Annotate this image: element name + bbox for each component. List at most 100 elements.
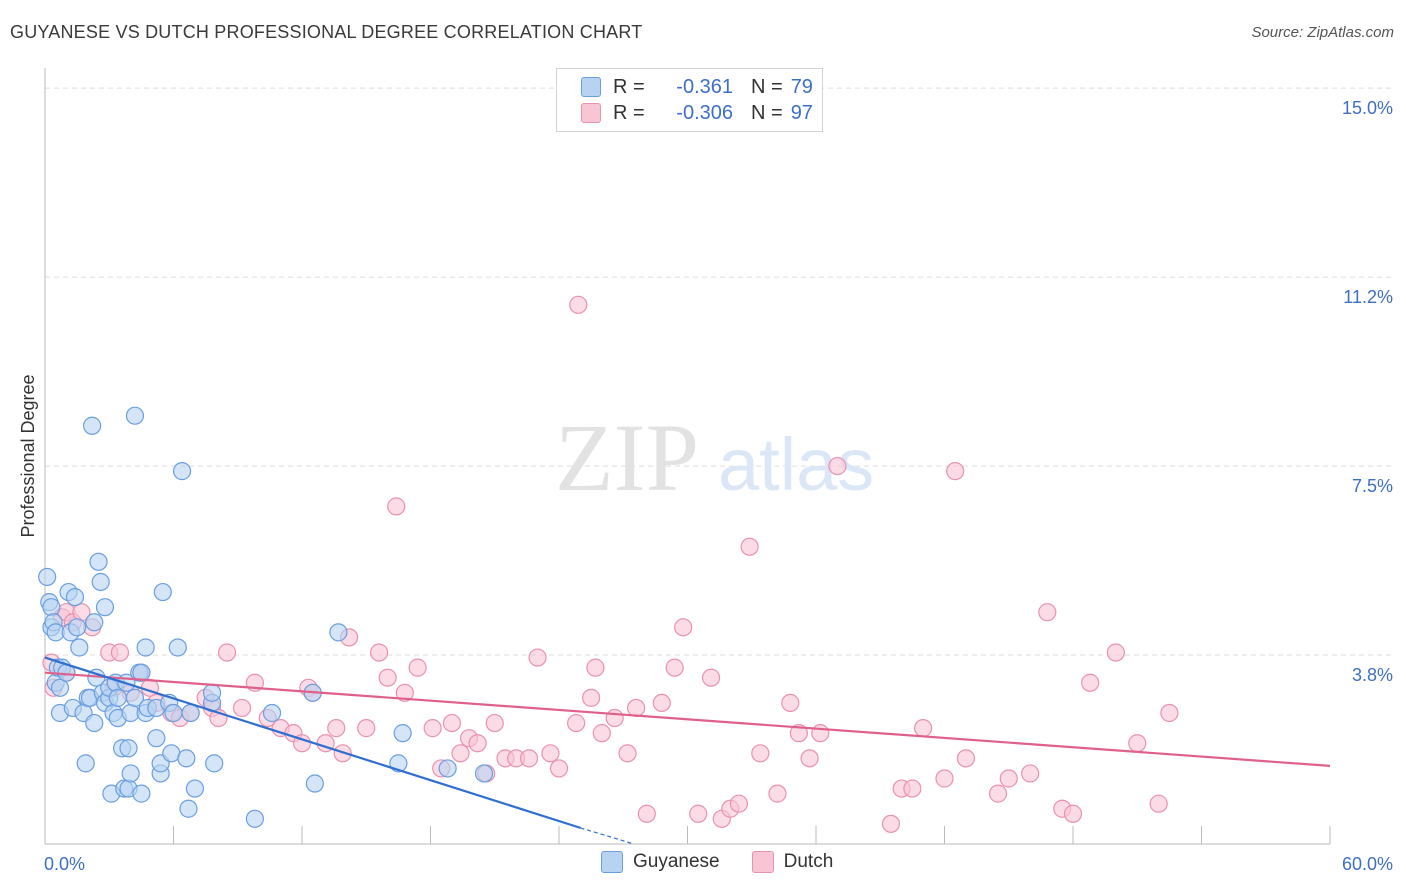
guyanese-point <box>91 572 110 592</box>
dutch-point <box>592 724 611 743</box>
x-tick-label: 0.0% <box>44 854 85 874</box>
dutch-point <box>442 713 462 733</box>
guyanese-point <box>132 784 151 803</box>
guyanese-point <box>119 739 138 758</box>
guyanese-point <box>70 638 89 657</box>
guyanese-point <box>65 587 85 607</box>
trend-lines <box>44 656 1331 845</box>
guyanese-point <box>121 764 140 783</box>
guyanese-point <box>181 703 200 723</box>
watermark-atlas: atlas <box>718 423 874 506</box>
dutch-point <box>232 698 252 718</box>
dutch-point <box>637 804 656 823</box>
legend-item-dutch[interactable]: Dutch <box>751 851 833 873</box>
guyanese-point <box>329 623 348 642</box>
legend-row-dutch: R = -0.306 N = 97 <box>581 100 813 126</box>
guyanese-point <box>474 764 494 783</box>
y-tick-label: 7.5% <box>1352 476 1393 496</box>
dutch-point <box>605 708 624 728</box>
guyanese-point <box>89 552 108 571</box>
dutch-point <box>956 749 976 768</box>
dutch-point <box>408 658 427 677</box>
dutch-point <box>1128 734 1147 753</box>
r-value: -0.306 <box>676 101 733 124</box>
guyanese-point <box>393 724 412 743</box>
dutch-point <box>988 784 1008 803</box>
guyanese-point <box>85 713 104 733</box>
dutch-swatch <box>751 851 774 873</box>
dutch-point <box>999 769 1018 788</box>
dutch-point <box>586 658 605 677</box>
dutch-point <box>751 744 770 763</box>
dutch-point <box>357 719 376 738</box>
dutch-point <box>423 719 442 738</box>
dutch-point <box>1106 643 1125 662</box>
n-label: N = <box>751 101 783 124</box>
dutch-point <box>811 724 830 743</box>
dutch-point <box>451 744 470 763</box>
guyanese-point <box>438 759 457 778</box>
dutch-point <box>1160 703 1179 723</box>
guyanese-point <box>136 638 155 657</box>
dutch-point <box>701 668 721 687</box>
guyanese-point <box>50 678 70 697</box>
guyanese-point <box>179 799 198 818</box>
guyanese-point <box>305 774 324 793</box>
guyanese-point <box>76 754 95 773</box>
dutch-point <box>1063 804 1083 823</box>
y-tick-label: 11.2% <box>1343 287 1393 307</box>
guyanese-point <box>132 663 151 682</box>
dutch-point <box>1081 673 1100 692</box>
dutch-points <box>42 295 1179 833</box>
dutch-point <box>378 668 397 687</box>
dutch-point <box>1038 603 1057 622</box>
guyanese-point <box>83 416 102 435</box>
guyanese-trend-extension <box>580 827 635 845</box>
dutch-point <box>881 814 901 833</box>
dutch-point <box>740 537 759 556</box>
source-label: Source: ZipAtlas.com <box>1251 24 1394 41</box>
dutch-point <box>946 462 965 481</box>
y-tick-label: 3.8% <box>1352 665 1393 685</box>
guyanese-point <box>185 779 205 798</box>
series-legend: Guyanese Dutch <box>601 851 865 873</box>
dutch-point <box>652 693 671 713</box>
dutch-point <box>395 683 414 702</box>
guyanese-point <box>68 618 87 637</box>
guyanese-point <box>205 754 224 773</box>
dutch-point <box>582 688 601 707</box>
dutch-point <box>327 719 346 738</box>
n-label: N = <box>751 75 783 98</box>
watermark: ZIP atlas <box>555 404 874 511</box>
dutch-point <box>468 734 487 753</box>
dutch-point <box>528 648 547 667</box>
dutch-point <box>569 295 588 314</box>
guyanese-point <box>202 683 222 702</box>
guyanese-point <box>172 462 192 481</box>
correlation-legend: R = -0.361 N = 79 R = -0.306 N = 97 <box>556 68 823 132</box>
dutch-point <box>387 497 406 516</box>
r-value: -0.361 <box>676 75 733 98</box>
dutch-point <box>370 643 389 662</box>
guyanese-point <box>147 729 166 748</box>
dutch-point <box>618 744 637 763</box>
dutch-point <box>519 749 539 768</box>
dutch-point <box>1149 794 1168 813</box>
guyanese-point <box>177 749 196 768</box>
dutch-point <box>110 643 130 662</box>
dutch-point <box>781 693 800 713</box>
legend-item-guyanese[interactable]: Guyanese <box>601 851 720 873</box>
dutch-point <box>626 698 646 718</box>
axes <box>44 68 1331 845</box>
dutch-point <box>1021 764 1040 783</box>
guyanese-point <box>95 598 115 617</box>
guyanese-point <box>42 598 61 617</box>
dutch-point <box>567 713 586 733</box>
guyanese-point <box>125 406 145 425</box>
dutch-point <box>768 784 787 803</box>
y-tick-label: 15.0% <box>1342 98 1393 118</box>
dutch-point <box>800 749 819 768</box>
guyanese-point <box>153 582 172 602</box>
dutch-point <box>485 713 504 733</box>
